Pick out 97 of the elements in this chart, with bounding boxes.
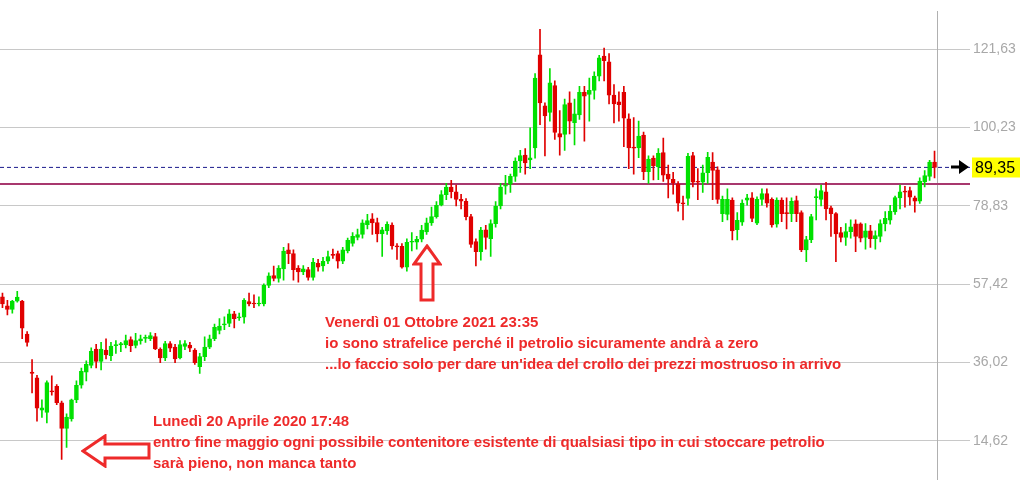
candlestick bbox=[379, 226, 385, 257]
candlestick bbox=[59, 400, 64, 460]
candlestick bbox=[779, 197, 784, 223]
candlestick bbox=[365, 214, 370, 230]
candlestick bbox=[927, 159, 932, 181]
candlestick bbox=[202, 336, 207, 362]
candlestick bbox=[226, 309, 232, 328]
candlestick bbox=[276, 265, 281, 283]
candlestick bbox=[64, 413, 69, 448]
candlestick bbox=[858, 222, 863, 243]
ref-line-label: 89,35 bbox=[975, 158, 1016, 176]
candlestick bbox=[419, 225, 424, 243]
candlestick bbox=[429, 206, 434, 226]
candlestick bbox=[848, 219, 854, 239]
candlestick bbox=[784, 197, 789, 230]
candlestick bbox=[789, 197, 794, 223]
candlestick bbox=[567, 91, 572, 135]
candlestick bbox=[113, 340, 119, 354]
candlestick bbox=[217, 318, 222, 335]
candlestick bbox=[488, 219, 494, 257]
candlestick bbox=[853, 219, 858, 253]
candlestick bbox=[636, 120, 641, 159]
candlestick bbox=[562, 98, 567, 151]
candlestick bbox=[503, 174, 508, 195]
candlestick bbox=[370, 213, 375, 235]
annotation: Venerdì 01 Ottobre 2021 23:35 io sono strafelice perché il petrolio sicuramente andrà a zero ...lo faccio solo per dare un'idea del crollo dei prezzi mostruoso in arrivo bbox=[325, 312, 842, 374]
candlestick bbox=[493, 201, 498, 228]
candlestick bbox=[651, 155, 656, 181]
candlestick bbox=[424, 217, 429, 235]
candlestick bbox=[710, 152, 715, 201]
candlestick bbox=[873, 230, 878, 250]
candlestick bbox=[513, 157, 518, 182]
candlestick bbox=[508, 173, 513, 193]
candlestick bbox=[350, 232, 355, 247]
candlestick bbox=[207, 334, 212, 349]
y-tick-label: 14,62 bbox=[973, 431, 1009, 448]
candlestick bbox=[868, 225, 873, 248]
candlestick bbox=[74, 380, 79, 404]
candlestick bbox=[582, 86, 587, 142]
candlestick bbox=[330, 248, 336, 259]
y-tick-label: 36,02 bbox=[973, 353, 1009, 370]
candlestick bbox=[5, 300, 10, 316]
annotation: Lunedì 20 Aprile 2020 17:48 entro fine maggio ogni possibile contenitore esistente di qualsiasi tipo in cui stoccare petrolio sarà pieno, non manca tanto bbox=[153, 411, 825, 473]
candlestick bbox=[586, 77, 592, 122]
candlestick bbox=[572, 98, 577, 146]
candlestick bbox=[286, 243, 291, 265]
candlestick bbox=[799, 210, 804, 253]
candlestick bbox=[291, 249, 296, 281]
candlestick bbox=[646, 155, 651, 184]
candlestick bbox=[715, 166, 720, 204]
candlestick bbox=[631, 117, 637, 175]
candlestick bbox=[443, 182, 449, 201]
candlestick bbox=[153, 332, 158, 351]
candlestick bbox=[118, 342, 124, 352]
candlestick bbox=[641, 131, 646, 180]
candlestick bbox=[10, 300, 15, 314]
y-tick-label: 57,42 bbox=[973, 275, 1009, 292]
candlestick bbox=[527, 127, 533, 170]
candlestick bbox=[794, 195, 799, 223]
candlestick bbox=[236, 312, 242, 321]
candlestick bbox=[79, 367, 84, 389]
candlestick bbox=[138, 334, 143, 345]
candlestick bbox=[656, 148, 661, 180]
candlestick bbox=[557, 110, 563, 156]
candlestick bbox=[69, 398, 74, 422]
candlestick bbox=[251, 294, 257, 309]
candlestick bbox=[680, 195, 686, 221]
candlestick bbox=[730, 197, 735, 241]
y-tick-label: 100,23 bbox=[973, 118, 1017, 135]
candlestick bbox=[434, 201, 439, 219]
candlestick bbox=[439, 190, 444, 207]
candlestick bbox=[133, 332, 138, 349]
candlestick bbox=[29, 359, 35, 394]
candlestick bbox=[212, 323, 217, 341]
candlestick bbox=[296, 265, 301, 283]
y-tick-label: 78,83 bbox=[973, 196, 1009, 213]
candlestick bbox=[128, 336, 134, 352]
candlestick bbox=[498, 182, 503, 210]
candlestick bbox=[720, 195, 725, 223]
candlestick bbox=[932, 150, 937, 179]
y-tick-label: 121,63 bbox=[973, 40, 1017, 57]
candlestick bbox=[863, 223, 868, 250]
candlestick bbox=[360, 219, 365, 239]
candlestick bbox=[577, 86, 582, 120]
candlestick bbox=[725, 188, 730, 221]
candlestick bbox=[458, 193, 464, 210]
candlestick bbox=[148, 332, 153, 341]
candlestick bbox=[803, 236, 809, 262]
candlestick bbox=[616, 91, 622, 122]
candlestick bbox=[409, 232, 415, 252]
candlestick bbox=[902, 185, 908, 208]
candlestick bbox=[912, 195, 918, 213]
candlestick bbox=[355, 228, 360, 241]
candlestick bbox=[281, 247, 286, 281]
candlestick bbox=[222, 316, 227, 330]
candlestick bbox=[705, 151, 711, 184]
candlestick bbox=[0, 292, 5, 309]
